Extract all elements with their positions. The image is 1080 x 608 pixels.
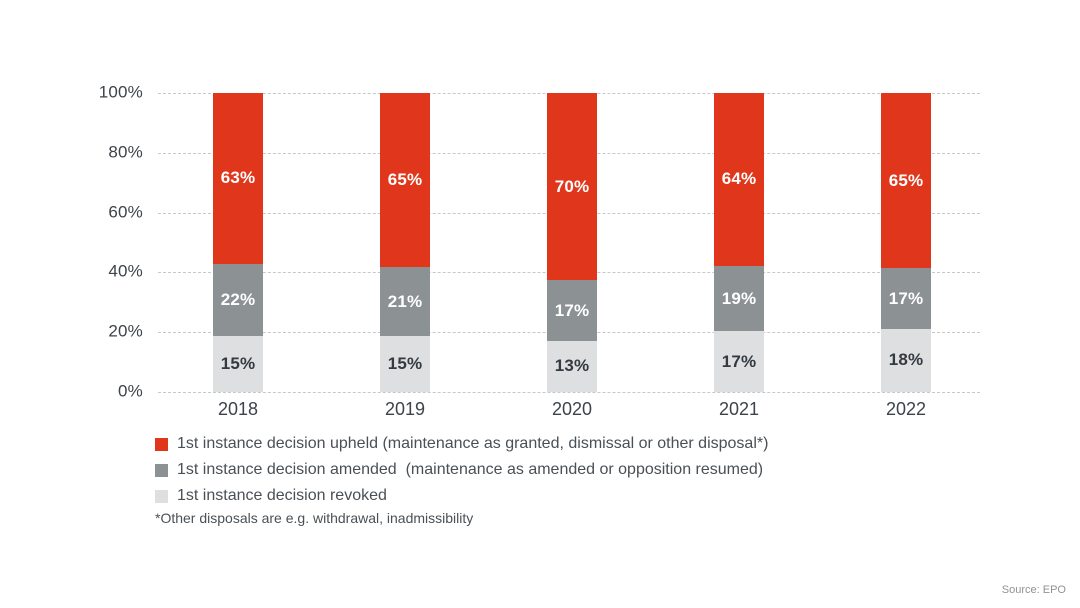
bar-segment: 13% — [547, 340, 597, 392]
bar-value-label: 18% — [888, 350, 924, 370]
bar-value-label: 13% — [554, 356, 590, 376]
bar-value-label: 63% — [220, 168, 256, 188]
y-tick-label: 0% — [118, 381, 143, 401]
source-label: Source: EPO — [1001, 584, 1066, 596]
bar-value-label: 70% — [554, 176, 590, 196]
bar-value-label: 21% — [387, 291, 423, 311]
bar-segment: 18% — [881, 328, 931, 392]
bar-segment: 22% — [213, 263, 263, 337]
y-tick-label: 80% — [108, 142, 143, 162]
bar-value-label: 64% — [721, 169, 757, 189]
bar-value-label: 17% — [721, 351, 757, 371]
x-axis: 2018 2019 2020 2021 2022 — [158, 399, 980, 423]
x-tick-label: 2020 — [551, 399, 593, 419]
legend-item: 1st instance decision amended (maintenan… — [155, 457, 768, 483]
y-axis: 100% 80% 60% 40% 20% 0% — [0, 83, 143, 401]
bar-segment: 65% — [380, 93, 430, 267]
bar-value-label: 15% — [387, 354, 423, 374]
y-tick-label: 20% — [108, 321, 143, 341]
legend-item: 1st instance decision upheld (maintenanc… — [155, 431, 768, 457]
bar-2019: 65% 21% 15% — [380, 93, 430, 392]
legend-label: 1st instance decision revoked — [177, 487, 387, 504]
legend-label: 1st instance decision upheld (maintenanc… — [177, 435, 769, 452]
bar-value-label: 17% — [554, 300, 590, 320]
x-tick-label: 2021 — [718, 399, 760, 419]
bar-segment: 65% — [881, 93, 931, 269]
bar-value-label: 65% — [387, 169, 423, 189]
bar-segment: 70% — [547, 93, 597, 281]
bar-segment: 17% — [881, 268, 931, 329]
legend-item: 1st instance decision revoked — [155, 483, 768, 509]
bar-2021: 64% 19% 17% — [714, 93, 764, 392]
bar-value-label: 15% — [220, 354, 256, 374]
x-tick-label: 2018 — [217, 399, 259, 419]
bar-value-label: 17% — [888, 288, 924, 308]
plot-area: 63% 22% 15% 65% 21% 15% 70% 17% 13% 64% 19% 17% 65% 1… — [158, 93, 980, 393]
y-tick-label: 100% — [98, 82, 143, 102]
chart-footnote: *Other disposals are e.g. withdrawal, in… — [155, 510, 474, 526]
legend-swatch — [155, 463, 168, 477]
bar-2022: 65% 17% 18% — [881, 93, 931, 392]
y-tick-label: 40% — [108, 261, 143, 281]
bar-segment: 19% — [714, 265, 764, 332]
bar-segment: 15% — [380, 336, 430, 392]
bar-value-label: 19% — [721, 288, 757, 308]
gridline — [158, 392, 980, 393]
bar-segment: 64% — [714, 93, 764, 266]
legend-label: 1st instance decision amended (maintenan… — [177, 461, 764, 478]
bar-2020: 70% 17% 13% — [547, 93, 597, 392]
x-tick-label: 2019 — [384, 399, 426, 419]
bar-segment: 17% — [714, 331, 764, 392]
bar-value-label: 22% — [220, 289, 256, 309]
bar-segment: 21% — [380, 266, 430, 337]
legend-swatch — [155, 489, 168, 503]
legend-swatch — [155, 437, 168, 451]
bar-2018: 63% 22% 15% — [213, 93, 263, 392]
y-tick-label: 60% — [108, 202, 143, 222]
bar-value-label: 65% — [888, 170, 924, 190]
bar-segment: 15% — [213, 336, 263, 392]
bar-segment: 63% — [213, 93, 263, 264]
legend: 1st instance decision upheld (maintenanc… — [155, 431, 768, 509]
bar-segment: 17% — [547, 280, 597, 341]
x-tick-label: 2022 — [885, 399, 927, 419]
